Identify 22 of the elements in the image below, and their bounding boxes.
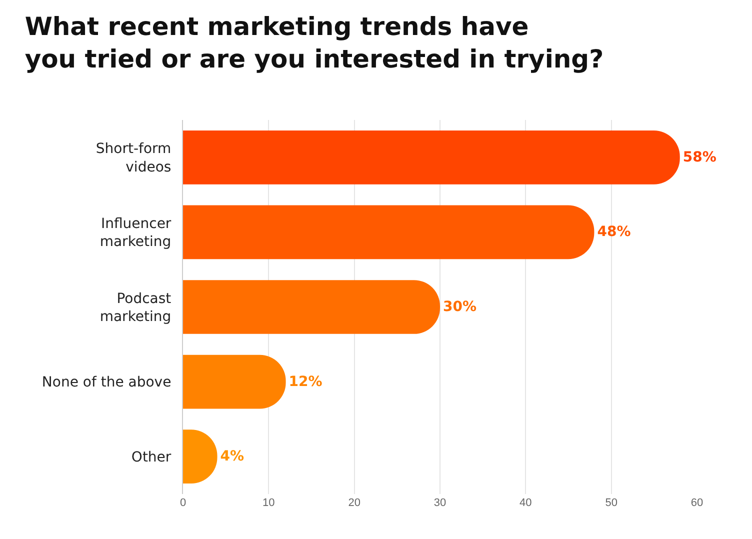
bar bbox=[183, 130, 680, 184]
y-tick-label: None of the above bbox=[42, 374, 172, 391]
x-tick-label: 50 bbox=[605, 497, 618, 509]
bar bbox=[183, 205, 594, 260]
x-tick-label: 20 bbox=[348, 497, 360, 509]
data-label: 4% bbox=[220, 448, 244, 465]
bar bbox=[183, 354, 286, 409]
y-tick-label: Influencer marketing bbox=[100, 216, 172, 250]
data-label: 30% bbox=[443, 299, 477, 315]
bar bbox=[183, 280, 440, 334]
y-tick-label: Podcast marketing bbox=[100, 290, 172, 325]
x-tick-label: 30 bbox=[434, 497, 446, 509]
y-tick-label: Short-form videos bbox=[96, 141, 172, 176]
chart-title: What recent marketing trends have you tried or are you interested in trying? bbox=[24, 12, 604, 74]
data-label: 12% bbox=[288, 374, 322, 390]
x-tick-label: 60 bbox=[690, 497, 704, 509]
data-label: 58% bbox=[682, 149, 716, 166]
x-tick-label: 0 bbox=[180, 497, 186, 509]
x-tick-label: 40 bbox=[520, 497, 532, 509]
y-tick-label: Other bbox=[131, 450, 172, 466]
x-tick-label: 10 bbox=[262, 497, 275, 509]
data-label: 48% bbox=[597, 224, 631, 240]
